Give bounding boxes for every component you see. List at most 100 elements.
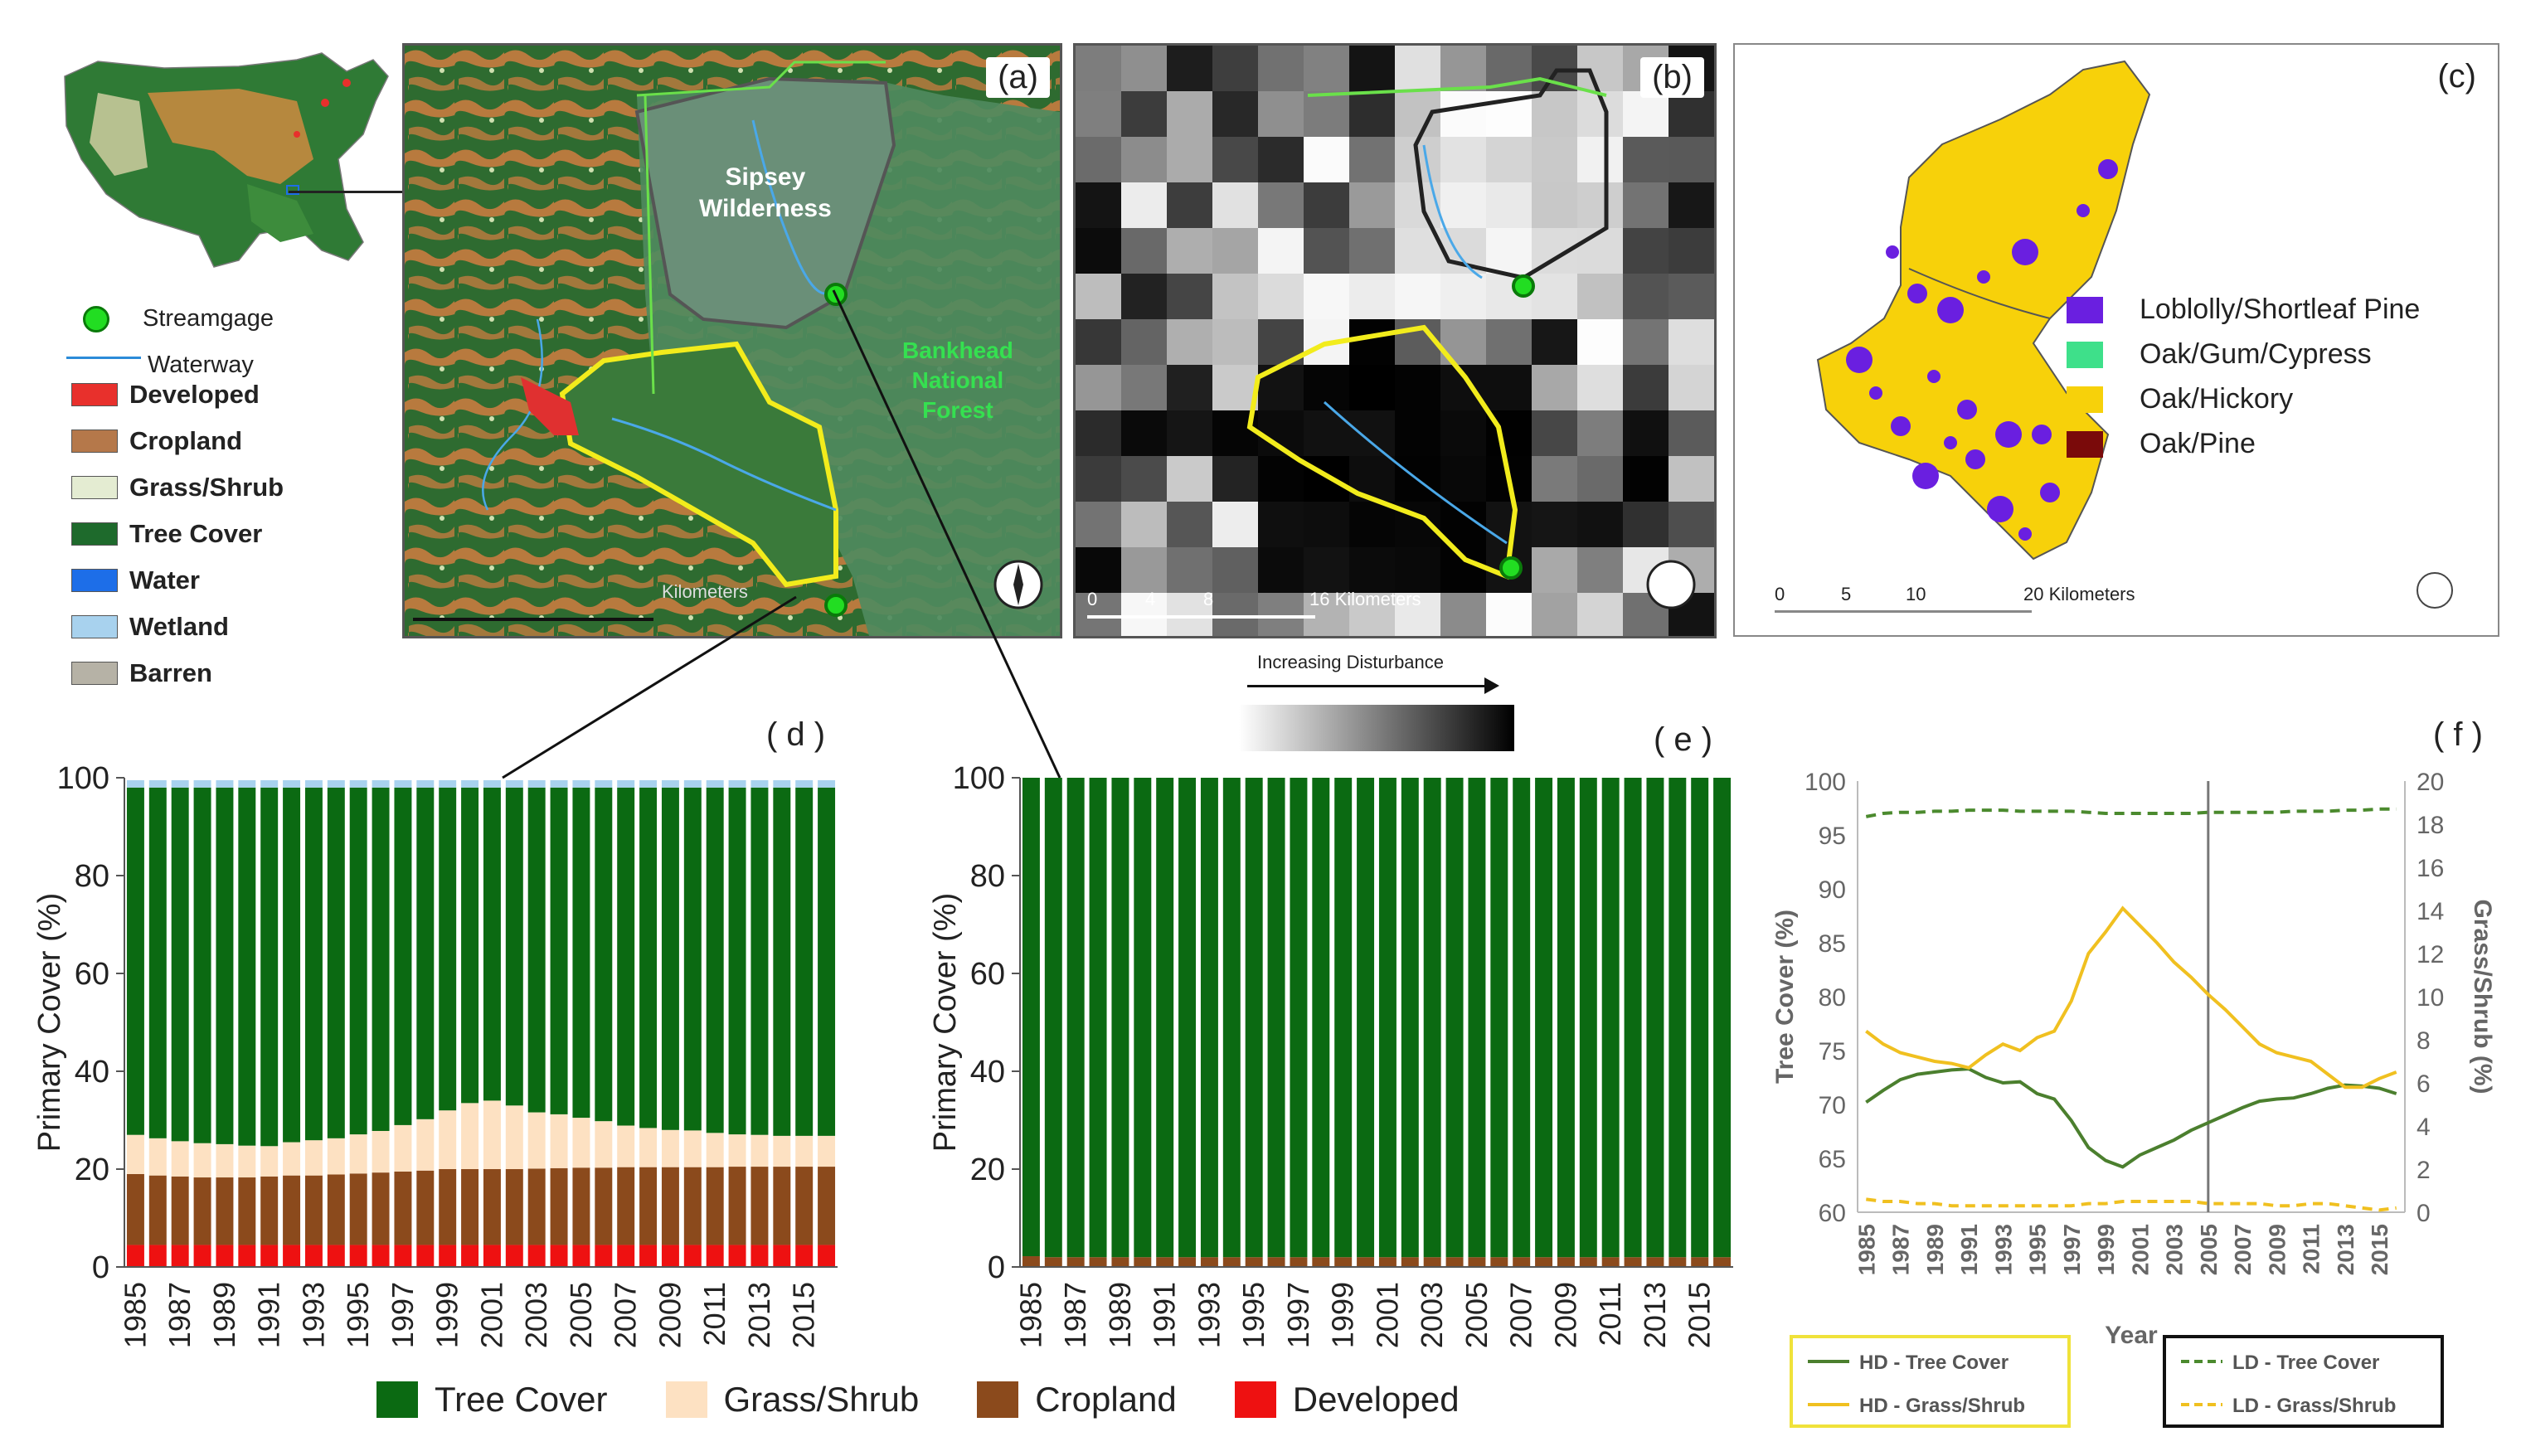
bar-segment [327, 1138, 345, 1175]
left-tick-label: 95 [1819, 823, 1846, 850]
pine-patch [1846, 347, 1873, 373]
x-tick-label: 2003 [2162, 1224, 2188, 1275]
x-tick-label: 2009 [653, 1282, 687, 1348]
x-tick-label: 1987 [163, 1282, 197, 1348]
disturbance-cell [1121, 456, 1167, 502]
legend-label: Grass/Shrub [129, 473, 284, 502]
disturbance-cell [1577, 365, 1623, 410]
panel-label-e: ( e ) [1642, 720, 1725, 760]
disturbance-cell [1486, 593, 1532, 636]
bar-segment [483, 779, 501, 788]
bar-segment [1378, 1257, 1397, 1267]
y-tick-label: 20 [970, 1153, 1005, 1187]
bar-segment [1200, 1257, 1218, 1267]
x-tick-label: 2001 [1370, 1282, 1404, 1348]
pine-patch [1995, 421, 2022, 448]
disturbance-cell [1577, 182, 1623, 228]
bar-segment [1624, 778, 1642, 1258]
landcover-legend-item: Wetland [71, 612, 229, 642]
bar-segment [1022, 778, 1040, 1257]
streamgage-lower-b [1499, 556, 1523, 580]
x-tick-label: 2003 [519, 1282, 553, 1348]
bar-segment [372, 1130, 390, 1173]
disturbance-cell [1258, 502, 1304, 547]
bar-segment [1178, 778, 1197, 1258]
legend-swatch [71, 569, 118, 592]
bar-segment [617, 787, 635, 1126]
bar-segment [439, 1169, 457, 1245]
disturbance-cell [1349, 410, 1395, 456]
disturbance-cell [1304, 502, 1349, 547]
bar-segment [439, 779, 457, 788]
disturbance-cell [1669, 365, 1714, 410]
y-tick-label: 0 [988, 1250, 1005, 1285]
bar-segment [1200, 778, 1218, 1258]
bar-segment [1445, 778, 1464, 1258]
disturbance-cell [1532, 502, 1577, 547]
bar-segment [1579, 1257, 1597, 1267]
bar-segment [818, 1135, 836, 1167]
bar-segment [439, 1110, 457, 1169]
bar-segment [617, 1125, 635, 1167]
legend-label: HD - Tree Cover [1859, 1352, 2009, 1374]
disturbance-cell [1669, 319, 1714, 365]
disturbance-cell [1577, 137, 1623, 182]
bar-segment [505, 1245, 523, 1267]
bar-segment [216, 787, 234, 1144]
x-tick-label: 2007 [609, 1282, 643, 1348]
bar-segment [728, 1245, 746, 1267]
disturbance-cell [1167, 91, 1212, 137]
bar-segment [193, 787, 211, 1143]
bar-segment [773, 1167, 791, 1245]
disturbance-cell [1304, 91, 1349, 137]
disturbance-cell [1076, 137, 1121, 182]
disturbance-cell [1623, 365, 1669, 410]
bar-segment [661, 1167, 679, 1245]
bar-segment [126, 1134, 144, 1174]
bar-segment [617, 1167, 635, 1245]
bar-segment [1624, 1257, 1642, 1267]
disturbance-cell [1669, 91, 1714, 137]
bar-segment [661, 1245, 679, 1267]
disturbance-cell [1121, 365, 1167, 410]
pine-patch [1927, 370, 1941, 383]
disturbance-cell [1121, 182, 1167, 228]
legend-label: Grass/Shrub [723, 1380, 920, 1419]
north-arrow-b-icon [1646, 560, 1696, 609]
y-axis-label: Primary Cover (%) [32, 893, 67, 1152]
disturbance-gradient-bar [1239, 705, 1514, 751]
pine-patch [2012, 239, 2038, 265]
legend-label: Cropland [1035, 1380, 1177, 1419]
bar-segment [439, 787, 457, 1111]
x-tick-label: 1995 [2025, 1224, 2051, 1275]
landcover-legend-item: Developed [71, 380, 260, 410]
x-tick-label: 1997 [1281, 1282, 1315, 1348]
pine-patch [2098, 159, 2118, 179]
disturbance-cell [1076, 228, 1121, 274]
legend-label: Oak/Hickory [2140, 383, 2294, 415]
bar-segment [661, 1129, 679, 1167]
y-tick-label: 40 [75, 1055, 109, 1090]
streamgage-legend: Streamgage [83, 305, 274, 332]
x-tick-label: 1999 [2093, 1224, 2119, 1275]
bar-segment [505, 787, 523, 1106]
x-tick-label: 2013 [742, 1282, 776, 1348]
bar-segment [238, 779, 256, 788]
y-axis-label: Primary Cover (%) [928, 893, 963, 1152]
x-tick-label: 2013 [2333, 1224, 2358, 1275]
disturbance-cell [1121, 502, 1167, 547]
disturbance-cell [1212, 319, 1258, 365]
disturbance-cell [1121, 410, 1167, 456]
bar-segment [238, 1145, 256, 1178]
bar-segment [706, 779, 724, 788]
cover-legend-item: Tree Cover [376, 1380, 608, 1420]
bar-segment [349, 1245, 367, 1267]
bar-segment [349, 1173, 367, 1245]
x-tick-label: 2003 [1415, 1282, 1449, 1348]
bar-segment [639, 787, 658, 1128]
streamgage-icon [83, 305, 109, 332]
bar-segment [238, 1177, 256, 1245]
y-tick-label: 0 [92, 1250, 109, 1285]
disturbance-cell [1304, 182, 1349, 228]
